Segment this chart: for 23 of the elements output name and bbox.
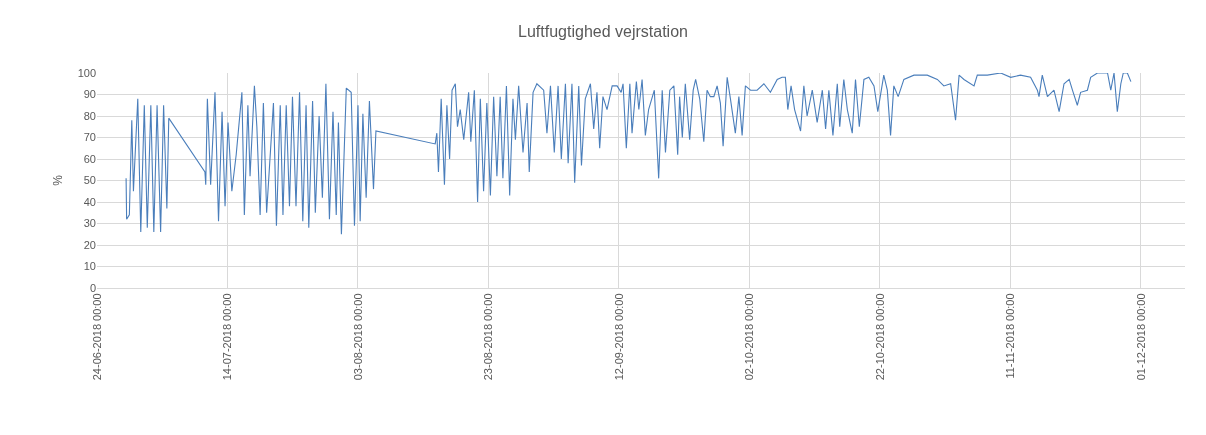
y-tick-label: 10 <box>83 260 96 273</box>
y-tick-label: 40 <box>83 195 96 208</box>
chart-title: Luftfugtighed vejrstation <box>518 23 688 41</box>
y-tick-label: 50 <box>83 174 96 187</box>
x-tick-label: 03-08-2018 00:00 <box>351 293 364 381</box>
y-tick-label: 20 <box>83 238 96 251</box>
x-tick-label: 02-10-2018 00:00 <box>743 293 756 381</box>
line-series <box>125 73 1132 235</box>
y-tick-label: 60 <box>83 152 96 165</box>
y-tick-label: 30 <box>83 217 96 230</box>
y-axis-title: % <box>50 174 65 186</box>
y-tick-label: 90 <box>83 88 96 101</box>
x-tick-label: 01-12-2018 00:00 <box>1134 293 1147 381</box>
y-tick-label: 0 <box>89 281 96 294</box>
y-tick-label: 100 <box>77 66 96 79</box>
x-tick-label: 24-06-2018 00:00 <box>90 293 103 381</box>
x-tick-label: 14-07-2018 00:00 <box>221 293 234 381</box>
x-tick-label: 23-08-2018 00:00 <box>482 293 495 381</box>
y-tick-label: 80 <box>83 109 96 122</box>
x-tick-label: 12-09-2018 00:00 <box>612 293 625 381</box>
y-tick-label: 70 <box>83 131 96 144</box>
x-tick-label: 22-10-2018 00:00 <box>873 293 886 381</box>
x-tick-label: 11-11-2018 00:00 <box>1004 293 1017 379</box>
